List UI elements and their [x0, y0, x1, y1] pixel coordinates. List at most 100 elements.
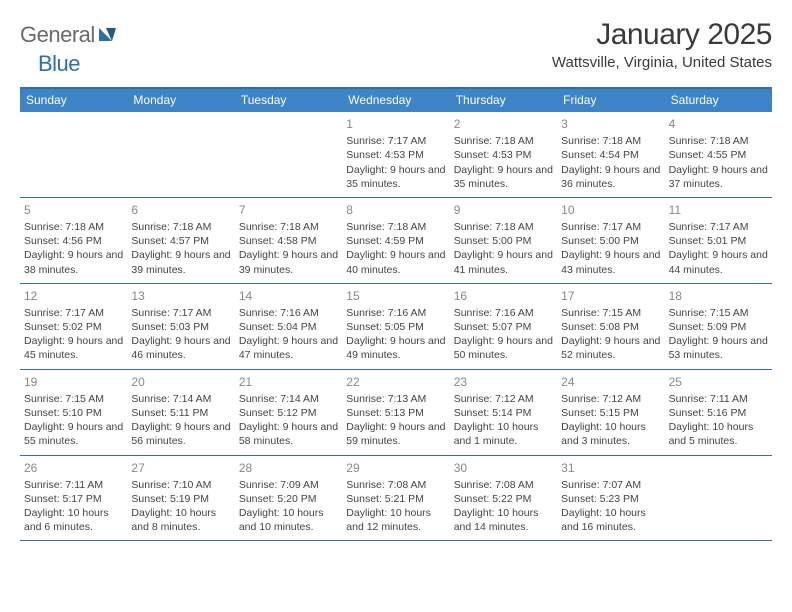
calendar-day: 23 Sunrise: 7:12 AMSunset: 5:14 PMDayligh… — [450, 370, 557, 455]
calendar-body: 1Sunrise: 7:17 AMSunset: 4:53 PMDaylight… — [20, 112, 772, 541]
sunset-line: Sunset: 4:53 PM — [346, 148, 445, 162]
day-number: 14 — [239, 288, 338, 304]
sunset-line: Sunset: 5:19 PM — [131, 492, 230, 506]
calendar-day: 1Sunrise: 7:17 AMSunset: 4:53 PMDaylight… — [342, 112, 449, 197]
daylight-line: Daylight: 9 hours and 37 minutes. — [669, 163, 768, 191]
day-number: 13 — [131, 288, 230, 304]
sunset-line: Sunset: 4:58 PM — [239, 234, 338, 248]
daylight-line: Daylight: 9 hours and 41 minutes. — [454, 248, 553, 276]
calendar-day: 2Sunrise: 7:18 AMSunset: 4:53 PMDaylight… — [450, 112, 557, 197]
sunset-line: Sunset: 5:21 PM — [346, 492, 445, 506]
sunset-line: Sunset: 5:15 PM — [561, 406, 660, 420]
sunrise-line: Sunrise: 7:17 AM — [24, 306, 123, 320]
sunrise-line: Sunrise: 7:18 AM — [454, 220, 553, 234]
brand-logo: General — [20, 18, 123, 48]
day-number: 30 — [454, 460, 553, 476]
sunset-line: Sunset: 4:55 PM — [669, 148, 768, 162]
calendar-day: 26Sunrise: 7:11 AMSunset: 5:17 PMDayligh… — [20, 456, 127, 541]
daylight-line: Daylight: 9 hours and 43 minutes. — [561, 248, 660, 276]
day-number: 25 — [669, 374, 768, 390]
calendar-day: 25Sunrise: 7:11 AMSunset: 5:16 PMDayligh… — [665, 370, 772, 455]
sunrise-line: Sunrise: 7:18 AM — [346, 220, 445, 234]
calendar-week: 12Sunrise: 7:17 AMSunset: 5:02 PMDayligh… — [20, 284, 772, 370]
sunset-line: Sunset: 5:23 PM — [561, 492, 660, 506]
sunrise-line: Sunrise: 7:17 AM — [669, 220, 768, 234]
day-number: 9 — [454, 202, 553, 218]
daylight-line: Daylight: 9 hours and 49 minutes. — [346, 334, 445, 362]
day-number: 6 — [131, 202, 230, 218]
sunrise-line: Sunrise: 7:18 AM — [239, 220, 338, 234]
calendar-empty — [665, 456, 772, 541]
sunset-line: Sunset: 5:07 PM — [454, 320, 553, 334]
sunset-line: Sunset: 5:08 PM — [561, 320, 660, 334]
brand-blue: Blue — [38, 51, 80, 76]
sunrise-line: Sunrise: 7:17 AM — [131, 306, 230, 320]
day-header-monday: Monday — [127, 89, 234, 112]
sunrise-line: Sunrise: 7:18 AM — [24, 220, 123, 234]
daylight-line: Daylight: 10 hours and 8 minutes. — [131, 506, 230, 534]
calendar-day: 5Sunrise: 7:18 AMSunset: 4:56 PMDaylight… — [20, 198, 127, 283]
daylight-line: Daylight: 9 hours and 40 minutes. — [346, 248, 445, 276]
day-number: 7 — [239, 202, 338, 218]
sunrise-line: Sunrise: 7:12 AM — [454, 392, 553, 406]
sunset-line: Sunset: 5:12 PM — [239, 406, 338, 420]
calendar-week: 1Sunrise: 7:17 AMSunset: 4:53 PMDaylight… — [20, 112, 772, 198]
sunset-line: Sunset: 5:00 PM — [561, 234, 660, 248]
calendar-day: 24Sunrise: 7:12 AMSunset: 5:15 PMDayligh… — [557, 370, 664, 455]
calendar-empty — [235, 112, 342, 197]
daylight-line: Daylight: 9 hours and 39 minutes. — [239, 248, 338, 276]
sunrise-line: Sunrise: 7:18 AM — [561, 134, 660, 148]
calendar-day: 27Sunrise: 7:10 AMSunset: 5:19 PMDayligh… — [127, 456, 234, 541]
calendar-day: 31Sunrise: 7:07 AMSunset: 5:23 PMDayligh… — [557, 456, 664, 541]
sunrise-line: Sunrise: 7:17 AM — [561, 220, 660, 234]
sunrise-line: Sunrise: 7:12 AM — [561, 392, 660, 406]
day-number: 23 — [454, 374, 553, 390]
sunrise-line: Sunrise: 7:15 AM — [561, 306, 660, 320]
daylight-line: Daylight: 9 hours and 45 minutes. — [24, 334, 123, 362]
sunset-line: Sunset: 5:04 PM — [239, 320, 338, 334]
sunset-line: Sunset: 5:00 PM — [454, 234, 553, 248]
daylight-line: Daylight: 10 hours and 16 minutes. — [561, 506, 660, 534]
daylight-line: Daylight: 10 hours and 1 minute. — [454, 420, 553, 448]
day-header-sunday: Sunday — [20, 89, 127, 112]
daylight-line: Daylight: 9 hours and 36 minutes. — [561, 163, 660, 191]
calendar-day: 17Sunrise: 7:15 AMSunset: 5:08 PMDayligh… — [557, 284, 664, 369]
sunset-line: Sunset: 4:54 PM — [561, 148, 660, 162]
calendar-day: 10Sunrise: 7:17 AMSunset: 5:00 PMDayligh… — [557, 198, 664, 283]
day-number: 8 — [346, 202, 445, 218]
sunset-line: Sunset: 4:57 PM — [131, 234, 230, 248]
calendar-day: 15Sunrise: 7:16 AMSunset: 5:05 PMDayligh… — [342, 284, 449, 369]
day-number: 12 — [24, 288, 123, 304]
sunrise-line: Sunrise: 7:11 AM — [24, 478, 123, 492]
sunrise-line: Sunrise: 7:09 AM — [239, 478, 338, 492]
calendar-week: 5Sunrise: 7:18 AMSunset: 4:56 PMDaylight… — [20, 198, 772, 284]
calendar-day: 12 Sunrise: 7:17 AMSunset: 5:02 PMDayligh… — [20, 284, 127, 369]
daylight-line: Daylight: 9 hours and 35 minutes. — [346, 163, 445, 191]
day-number: 20 — [131, 374, 230, 390]
calendar-day: 7 Sunrise: 7:18 AMSunset: 4:58 PMDaylight… — [235, 198, 342, 283]
sunrise-line: Sunrise: 7:18 AM — [454, 134, 553, 148]
brand-mark-icon — [99, 24, 121, 47]
daylight-line: Daylight: 10 hours and 12 minutes. — [346, 506, 445, 534]
day-number: 29 — [346, 460, 445, 476]
sunrise-line: Sunrise: 7:16 AM — [239, 306, 338, 320]
sunrise-line: Sunrise: 7:14 AM — [239, 392, 338, 406]
sunset-line: Sunset: 4:56 PM — [24, 234, 123, 248]
calendar-day: 28Sunrise: 7:09 AMSunset: 5:20 PMDayligh… — [235, 456, 342, 541]
month-title: January 2025 — [552, 18, 772, 52]
calendar-week: 26Sunrise: 7:11 AMSunset: 5:17 PMDayligh… — [20, 456, 772, 542]
day-number: 15 — [346, 288, 445, 304]
sunset-line: Sunset: 4:53 PM — [454, 148, 553, 162]
sunset-line: Sunset: 5:05 PM — [346, 320, 445, 334]
sunset-line: Sunset: 5:02 PM — [24, 320, 123, 334]
day-number: 26 — [24, 460, 123, 476]
sunset-line: Sunset: 5:16 PM — [669, 406, 768, 420]
sunrise-line: Sunrise: 7:17 AM — [346, 134, 445, 148]
sunrise-line: Sunrise: 7:08 AM — [346, 478, 445, 492]
sunset-line: Sunset: 5:01 PM — [669, 234, 768, 248]
day-header-thursday: Thursday — [450, 89, 557, 112]
daylight-line: Daylight: 9 hours and 56 minutes. — [131, 420, 230, 448]
calendar-day: 8Sunrise: 7:18 AMSunset: 4:59 PMDaylight… — [342, 198, 449, 283]
sunset-line: Sunset: 5:14 PM — [454, 406, 553, 420]
sunset-line: Sunset: 5:11 PM — [131, 406, 230, 420]
